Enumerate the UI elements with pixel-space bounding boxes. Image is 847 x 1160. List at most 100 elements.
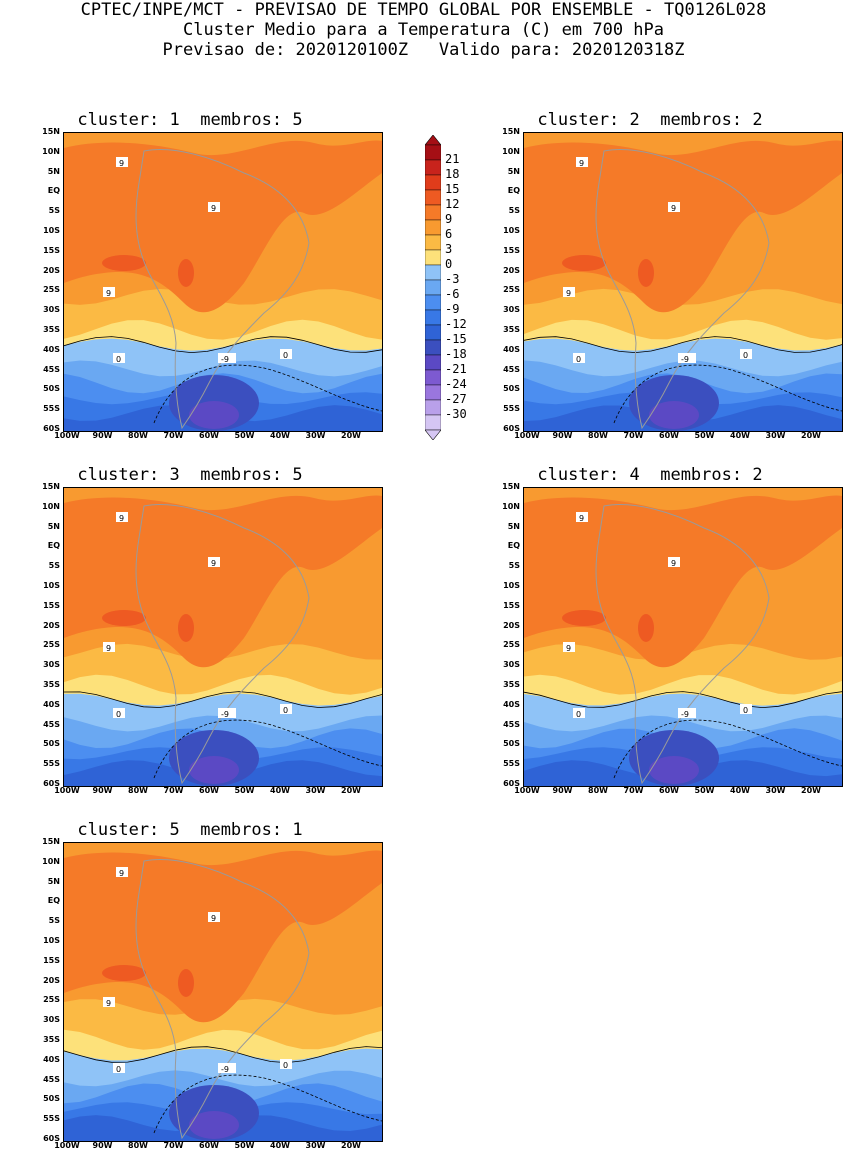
longitude-tick-label: 40W [270,1141,290,1150]
contour-label-bg [208,557,220,567]
latitude-tick-label: 25S [503,640,520,650]
colorbar-swatch [425,399,441,416]
contour-label-bg [576,157,588,167]
contour-label-bg [740,704,752,714]
latitude-tick-label: 50S [503,739,520,749]
colorbar-swatch [425,189,441,206]
longitude-tick-label: 80W [128,1141,148,1150]
latitude-tick-label: 5S [508,561,520,571]
latitude-tick-label: 35S [43,680,60,689]
contour-label: -9 [221,710,229,719]
colorbar-swatch [425,369,441,386]
colorbar-swatch [425,174,441,191]
panel-title: cluster: 3 membros: 5 [77,465,303,485]
latitude-axis: 15N 10N 5N EQ 5S 10S 15S 20S 25S 30S 35S 40S 45S 50S 5… [0,482,60,788]
latitude-tick-label: 35S [503,680,520,689]
contour-label: 0 [576,710,581,719]
colorbar-label: -18 [445,347,467,361]
latitude-axis: 15N 10N 5N EQ 5S 10S 15S 20S 25S 30S 35S 40S 45S 50S 5… [0,837,60,1143]
latitude-tick-label: 20S [43,265,60,275]
colorbar-swatch [425,309,441,326]
temperature-band [524,405,842,431]
latitude-tick-label: 15N [42,127,60,136]
latitude-tick-label: 10S [503,581,520,590]
contour-label-bg [668,202,680,212]
colorbar-swatch [425,339,441,356]
colorbar-label: -30 [445,407,467,421]
colorbar-swatch [425,159,441,176]
longitude-tick-label: 60W [659,431,679,440]
colorbar-label: -3 [445,272,460,286]
cold-core [189,401,239,429]
latitude-tick-label: 10N [502,146,520,156]
warm-region [524,495,842,668]
colorbar-label: 3 [445,242,453,256]
longitude-tick-label: 100W [54,431,80,440]
latitude-tick-label: 45S [43,1074,60,1084]
figure-header: CPTEC/INPE/MCT - PREVISAO DE TEMPO GLOBA… [0,0,847,60]
contour-label: -9 [221,355,229,364]
latitude-tick-label: 30S [43,660,60,670]
longitude-tick-label: 20W [341,786,361,795]
warm-core [102,610,146,626]
contour-label-bg [563,287,575,297]
latitude-tick-label: 15S [43,245,60,255]
map-area: 9 9 9 0 0 -9 [523,487,843,787]
temperature-field: 9 9 9 0 0 -9 [64,488,382,786]
contour-label: 0 [116,355,121,364]
longitude-tick-label: 80W [588,431,608,440]
map-area: 9 9 9 0 0 -9 [63,487,383,787]
longitude-tick-label: 50W [234,431,255,440]
colorbar-swatch [425,144,441,161]
contour-label-bg [218,353,236,363]
longitude-axis: 100W 90W 80W 70W 60W 50W 40W 30W 20W [54,786,383,800]
longitude-tick-label: 70W [163,786,184,795]
latitude-tick-label: 5N [47,521,60,531]
panel-title: cluster: 5 membros: 1 [77,820,303,840]
longitude-tick-label: 30W [765,431,786,440]
latitude-tick-label: 5N [507,521,520,531]
contour-label-bg [576,512,588,522]
latitude-tick-label: 10N [502,501,520,511]
latitude-tick-label: 60S [43,779,60,788]
south-america-outline [595,149,770,430]
warm-region [64,850,382,1023]
longitude-tick-label: 80W [128,786,148,795]
colorbar-label: -24 [445,377,467,391]
contour-label-bg [280,1059,292,1069]
latitude-tick-label: EQ [47,186,60,196]
contour-line-minus-9 [613,364,842,424]
longitude-tick-label: 80W [588,786,608,795]
longitude-axis: 100W 90W 80W 70W 60W 50W 40W 30W 20W [54,1141,383,1155]
colorbar-swatch [425,354,441,371]
colorbar-label: 12 [445,197,460,211]
latitude-tick-label: 40S [43,344,60,354]
warm-core [638,614,654,642]
latitude-axis: 15N 10N 5N EQ 5S 10S 15S 20S 25S 30S 35S 40S 45S 50S 5… [0,127,60,433]
latitude-tick-label: 10S [43,226,60,235]
colorbar-label: 21 [445,152,460,166]
longitude-tick-label: 90W [92,431,113,440]
longitude-tick-label: 30W [305,431,326,440]
longitude-tick-label: 50W [234,786,255,795]
map-panel-cluster-3: cluster: 3 membros: 5 9 9 9 0 0 -9 15N 10N 5N EQ 5… [0,465,383,805]
longitude-tick-label: 30W [765,786,786,795]
contour-label: 9 [211,559,216,568]
latitude-tick-label: 50S [43,384,60,394]
colorbar-label: -21 [445,362,467,376]
colorbar-label: 18 [445,167,460,181]
longitude-tick-label: 50W [694,786,715,795]
latitude-tick-label: 50S [43,1094,60,1104]
warm-region [64,140,382,313]
latitude-tick-label: 15N [42,837,60,846]
latitude-tick-label: 40S [503,699,520,709]
warm-region [64,495,382,668]
latitude-tick-label: 10N [42,856,60,866]
latitude-tick-label: 5S [48,561,60,571]
longitude-tick-label: 70W [163,1141,184,1150]
map-panel-cluster-1: cluster: 1 membros: 5 9 9 9 0 0 -9 15N 10N 5N EQ 5… [0,110,383,450]
colorbar-swatch [425,324,441,341]
contour-label-bg [280,704,292,714]
contour-label: 9 [211,914,216,923]
latitude-tick-label: 60S [43,424,60,433]
